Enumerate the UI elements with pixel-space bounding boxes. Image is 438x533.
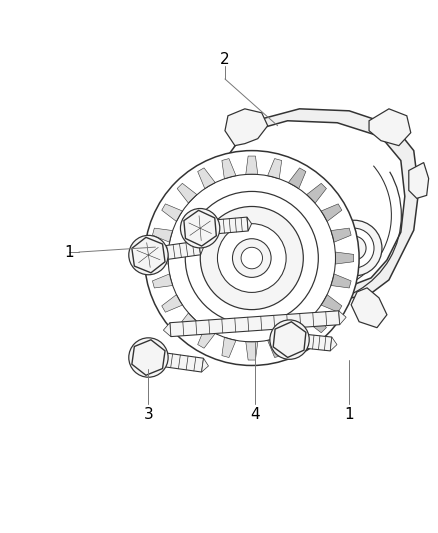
Polygon shape	[222, 121, 405, 290]
Polygon shape	[289, 333, 332, 351]
Polygon shape	[201, 358, 208, 372]
Circle shape	[129, 236, 168, 274]
Polygon shape	[200, 217, 248, 235]
Polygon shape	[222, 159, 236, 179]
Polygon shape	[335, 252, 353, 264]
Polygon shape	[331, 228, 351, 242]
Polygon shape	[152, 228, 173, 242]
Polygon shape	[162, 204, 183, 222]
Text: 2: 2	[220, 52, 230, 67]
Polygon shape	[150, 252, 168, 264]
Text: 3: 3	[144, 407, 153, 422]
Circle shape	[233, 239, 271, 277]
Polygon shape	[246, 342, 258, 360]
Circle shape	[129, 338, 168, 377]
Circle shape	[200, 206, 303, 310]
Polygon shape	[225, 109, 268, 146]
Polygon shape	[246, 156, 258, 174]
Polygon shape	[177, 183, 197, 203]
Circle shape	[334, 228, 374, 268]
Polygon shape	[307, 183, 326, 203]
Polygon shape	[162, 295, 183, 312]
Polygon shape	[288, 327, 306, 348]
Polygon shape	[152, 274, 173, 288]
Text: 1: 1	[64, 245, 74, 260]
Polygon shape	[331, 274, 351, 288]
Polygon shape	[273, 322, 306, 358]
Polygon shape	[198, 327, 215, 348]
Polygon shape	[409, 163, 429, 198]
Circle shape	[217, 224, 286, 293]
Circle shape	[145, 151, 359, 366]
Polygon shape	[225, 109, 419, 300]
Circle shape	[270, 320, 309, 359]
Polygon shape	[288, 168, 306, 189]
Polygon shape	[163, 322, 171, 337]
Circle shape	[180, 208, 220, 248]
Polygon shape	[330, 337, 337, 351]
Circle shape	[138, 347, 159, 368]
Circle shape	[342, 236, 366, 260]
Polygon shape	[351, 288, 387, 328]
Polygon shape	[148, 351, 204, 372]
Polygon shape	[307, 313, 326, 333]
Polygon shape	[132, 340, 165, 375]
Polygon shape	[321, 204, 342, 222]
Circle shape	[185, 191, 318, 325]
Polygon shape	[199, 241, 204, 255]
Circle shape	[133, 240, 164, 270]
Polygon shape	[177, 313, 197, 333]
Circle shape	[185, 213, 215, 244]
Polygon shape	[222, 337, 236, 358]
Circle shape	[241, 247, 262, 269]
Polygon shape	[170, 311, 340, 337]
Polygon shape	[184, 211, 216, 246]
Text: 1: 1	[344, 407, 354, 422]
Polygon shape	[268, 337, 282, 358]
Polygon shape	[268, 159, 282, 179]
Polygon shape	[321, 295, 342, 312]
Text: 4: 4	[250, 407, 260, 422]
Circle shape	[326, 220, 382, 276]
Polygon shape	[198, 168, 215, 189]
Polygon shape	[247, 217, 251, 231]
Polygon shape	[148, 241, 201, 262]
Polygon shape	[339, 311, 346, 325]
Polygon shape	[369, 109, 411, 146]
Polygon shape	[132, 237, 165, 273]
Circle shape	[279, 329, 300, 350]
